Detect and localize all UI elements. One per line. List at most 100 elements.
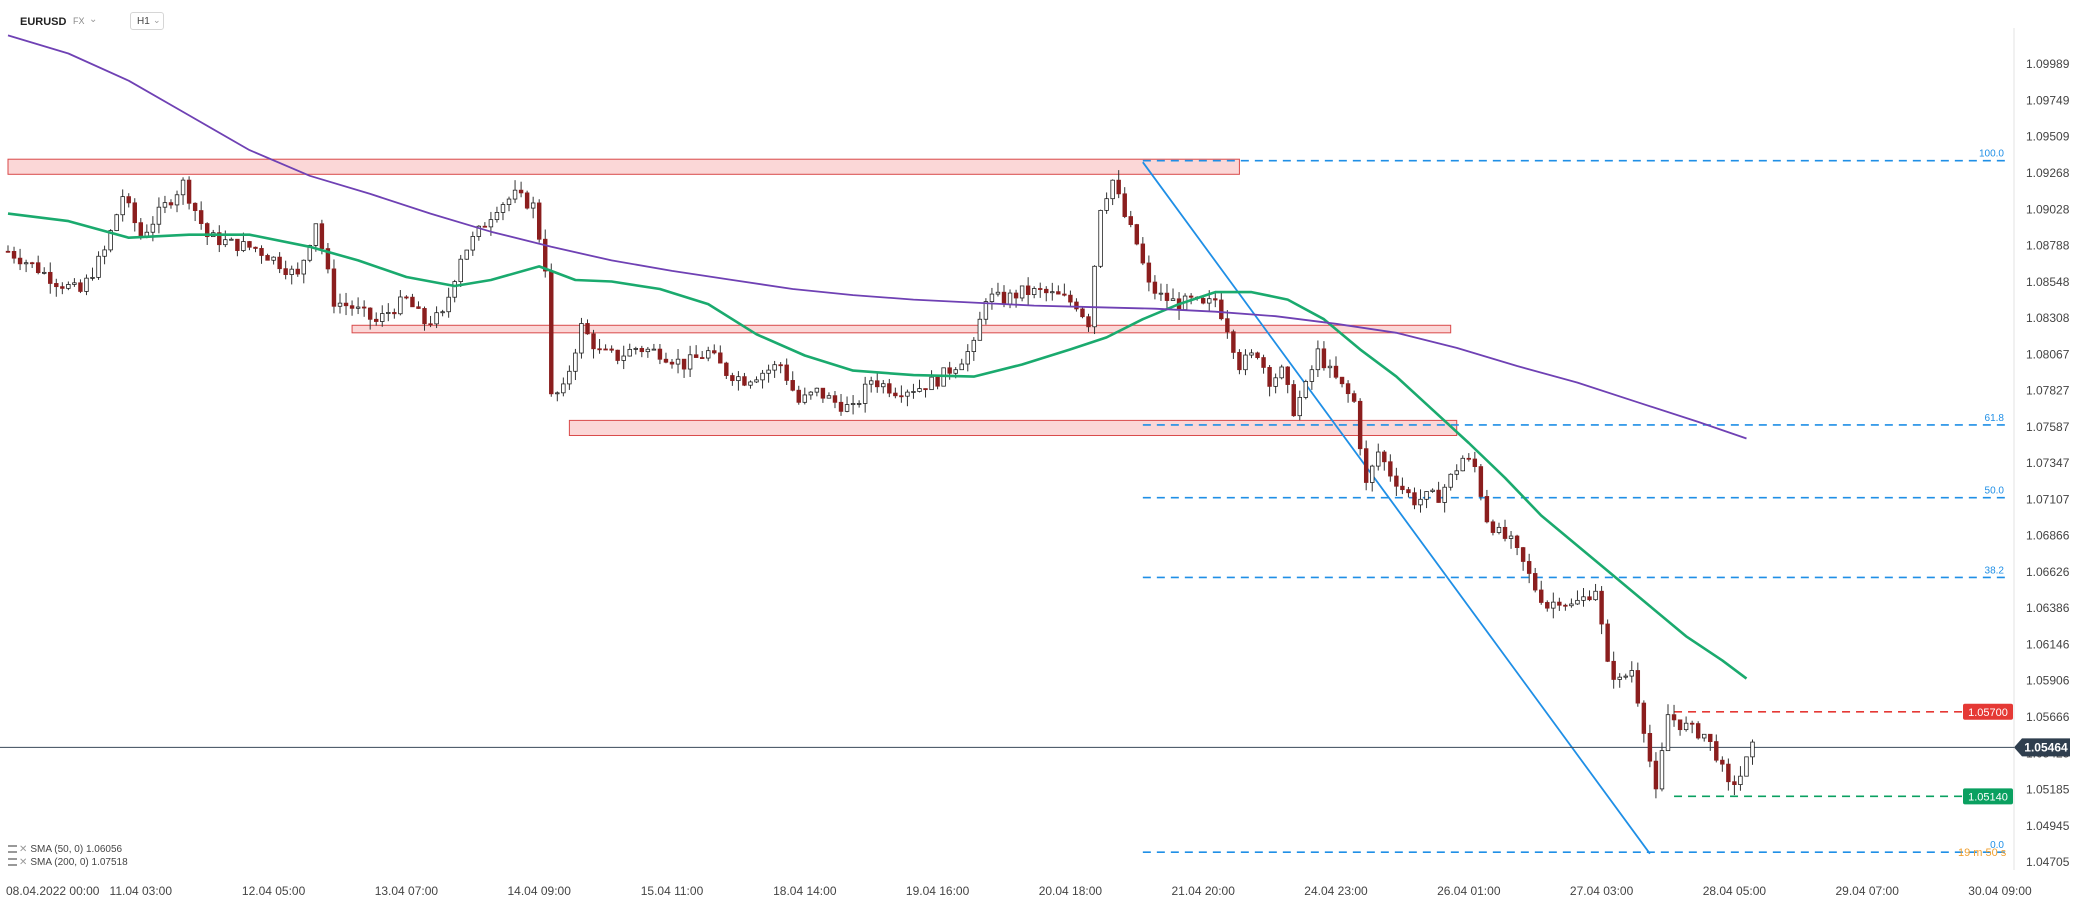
candle <box>223 239 228 246</box>
candle <box>422 308 427 325</box>
candle <box>1702 733 1707 739</box>
candle <box>1394 475 1399 487</box>
candle <box>1683 722 1689 731</box>
candle <box>1641 702 1647 734</box>
candle <box>1074 301 1079 310</box>
candle <box>361 306 367 309</box>
candle <box>1750 741 1755 758</box>
candle <box>1605 623 1610 662</box>
candle <box>186 179 192 204</box>
candle <box>530 202 536 209</box>
candle <box>1635 670 1641 704</box>
sma-200-line[interactable] <box>7 34 1747 440</box>
time-tick-label: 21.04 20:00 <box>1171 884 1235 898</box>
candle <box>1116 179 1121 195</box>
candle <box>856 403 862 405</box>
candle <box>271 256 276 261</box>
candle <box>1539 589 1544 603</box>
candle <box>367 307 373 320</box>
candle <box>180 179 186 196</box>
candle <box>802 394 808 403</box>
supply-zone[interactable] <box>351 324 1452 334</box>
candle <box>1351 393 1357 402</box>
candle <box>162 202 168 208</box>
price-tick-label: 1.08308 <box>2026 311 2070 325</box>
price-tick-label: 1.06866 <box>2026 529 2070 543</box>
candle <box>1442 486 1447 503</box>
time-tick-label: 13.04 07:00 <box>375 884 439 898</box>
candle <box>875 380 880 388</box>
candle <box>1514 535 1520 549</box>
legend-sma200[interactable]: ✕ SMA (200, 0) 1.07518 <box>8 857 128 868</box>
candle <box>754 379 759 383</box>
candle <box>1152 281 1158 294</box>
candle <box>1382 451 1387 463</box>
price-level-badge-text: 1.05140 <box>1968 791 2008 803</box>
candle <box>706 350 711 359</box>
supply-zone[interactable] <box>568 419 1458 436</box>
trendline[interactable] <box>1142 161 1651 855</box>
candle <box>464 249 469 260</box>
time-tick-label: 18.04 14:00 <box>773 884 837 898</box>
candle <box>349 305 355 309</box>
candle <box>5 250 11 253</box>
candle <box>1279 366 1284 379</box>
close-icon[interactable]: ✕ <box>19 857 28 868</box>
candle <box>1013 292 1019 299</box>
candle <box>404 296 409 299</box>
candle <box>953 369 958 374</box>
candle <box>1291 384 1296 417</box>
price-tick-label: 1.06146 <box>2026 637 2070 651</box>
candle <box>790 380 795 391</box>
price-tick-label: 1.09028 <box>2026 202 2070 216</box>
time-tick-label: 19.04 16:00 <box>906 884 970 898</box>
candle <box>35 262 41 274</box>
candle <box>96 255 101 278</box>
candle <box>392 312 397 315</box>
candle <box>1695 723 1701 739</box>
candle <box>1671 714 1677 721</box>
price-tick-label: 1.08788 <box>2026 239 2070 253</box>
symbol-label[interactable]: EURUSD <box>20 16 67 28</box>
candle <box>1164 292 1170 301</box>
candle <box>319 223 325 249</box>
legend-sma50[interactable]: ✕ SMA (50, 0) 1.06056 <box>8 844 122 855</box>
candle <box>380 313 385 322</box>
candle <box>192 202 198 211</box>
candle <box>120 196 125 216</box>
candle <box>784 364 789 381</box>
time-tick-label: 12.04 05:00 <box>242 884 306 898</box>
sma-50-line[interactable] <box>7 212 1748 680</box>
candle <box>1267 367 1272 387</box>
candle <box>138 222 144 238</box>
close-icon[interactable]: ✕ <box>19 844 28 855</box>
candle <box>549 270 554 395</box>
candle <box>639 348 645 353</box>
candle <box>663 358 669 363</box>
candle <box>452 281 457 298</box>
candle <box>742 376 747 386</box>
price-tick-label: 1.05906 <box>2026 674 2070 688</box>
chevron-down-icon[interactable]: ⌄ <box>89 14 98 25</box>
current-price-tag-text: 1.05464 <box>2024 740 2068 754</box>
candle <box>17 257 23 265</box>
time-tick-label: 11.04 03:00 <box>110 884 173 898</box>
supply-zone[interactable] <box>7 158 1240 175</box>
candle <box>1231 331 1236 353</box>
candle <box>1321 348 1327 369</box>
candle <box>1569 603 1574 607</box>
candle <box>1146 262 1152 283</box>
candle <box>23 262 29 265</box>
candle <box>1406 489 1411 494</box>
candle <box>1593 590 1598 601</box>
candle <box>561 383 566 394</box>
candle <box>446 296 451 313</box>
candle <box>476 225 482 237</box>
candle <box>1285 366 1290 385</box>
candle <box>971 339 977 352</box>
candle <box>669 361 675 365</box>
candle <box>1677 719 1683 731</box>
candle <box>108 230 113 251</box>
timeframe-selector[interactable]: H1 ⌄ <box>130 12 164 30</box>
